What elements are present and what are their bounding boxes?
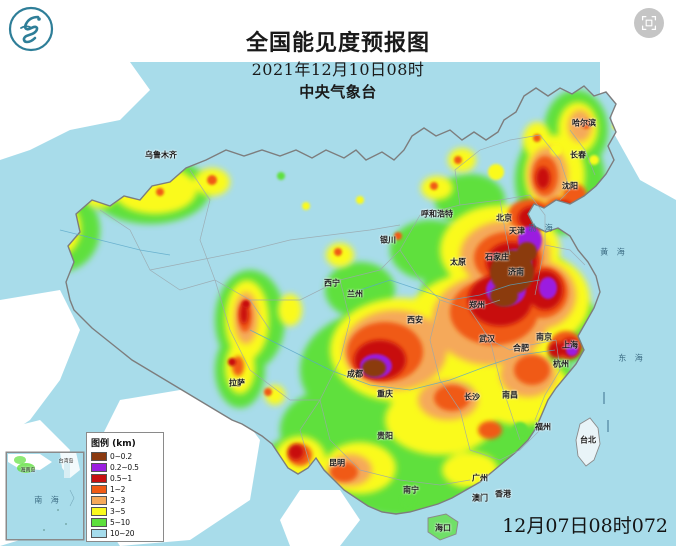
legend-swatch bbox=[91, 506, 107, 516]
nine-dash-line bbox=[603, 392, 609, 432]
legend-label: 2~3 bbox=[110, 495, 126, 505]
legend-row: 1~2 bbox=[91, 484, 160, 494]
rivers bbox=[59, 229, 556, 391]
legend-swatch bbox=[91, 484, 107, 494]
legend-label: 0.5~1 bbox=[110, 473, 132, 483]
hainan-outline bbox=[427, 513, 459, 541]
fullscreen-icon bbox=[641, 15, 657, 31]
legend-label: 0~0.2 bbox=[110, 451, 132, 461]
south-china-sea-inset bbox=[5, 451, 85, 541]
legend-swatch bbox=[91, 462, 107, 472]
legend-label: 0.2~0.5 bbox=[110, 462, 139, 472]
legend-row: 2~3 bbox=[91, 495, 160, 505]
legend-title: 图例 (km) bbox=[91, 439, 136, 449]
fullscreen-button[interactable] bbox=[634, 8, 664, 38]
legend-swatch bbox=[91, 495, 107, 505]
legend-row: 0.2~0.5 bbox=[91, 462, 160, 472]
china-border bbox=[65, 85, 617, 515]
province-borders bbox=[99, 129, 596, 486]
legend-swatch bbox=[91, 451, 107, 461]
taiwan-outline bbox=[575, 417, 601, 467]
legend-swatch bbox=[91, 517, 107, 527]
legend-row: 10~20 bbox=[91, 528, 160, 538]
legend-row: 0.5~1 bbox=[91, 473, 160, 483]
legend-row: 0~0.2 bbox=[91, 451, 160, 461]
legend-label: 3~5 bbox=[110, 506, 126, 516]
legend-label: 5~10 bbox=[110, 517, 130, 527]
legend-swatch bbox=[91, 473, 107, 483]
legend-swatch bbox=[91, 528, 107, 538]
legend-panel: 图例 (km) 0~0.2 0.2~0.5 0.5~1 1~2 2~3 3~5 … bbox=[86, 432, 164, 542]
legend-label: 1~2 bbox=[110, 484, 126, 494]
legend-label: 10~20 bbox=[110, 528, 135, 538]
legend-row: 5~10 bbox=[91, 517, 160, 527]
timestamp-overlay: 12月07日08时072 bbox=[502, 515, 668, 537]
legend-row: 3~5 bbox=[91, 506, 160, 516]
cma-dragon-logo[interactable] bbox=[8, 6, 54, 52]
